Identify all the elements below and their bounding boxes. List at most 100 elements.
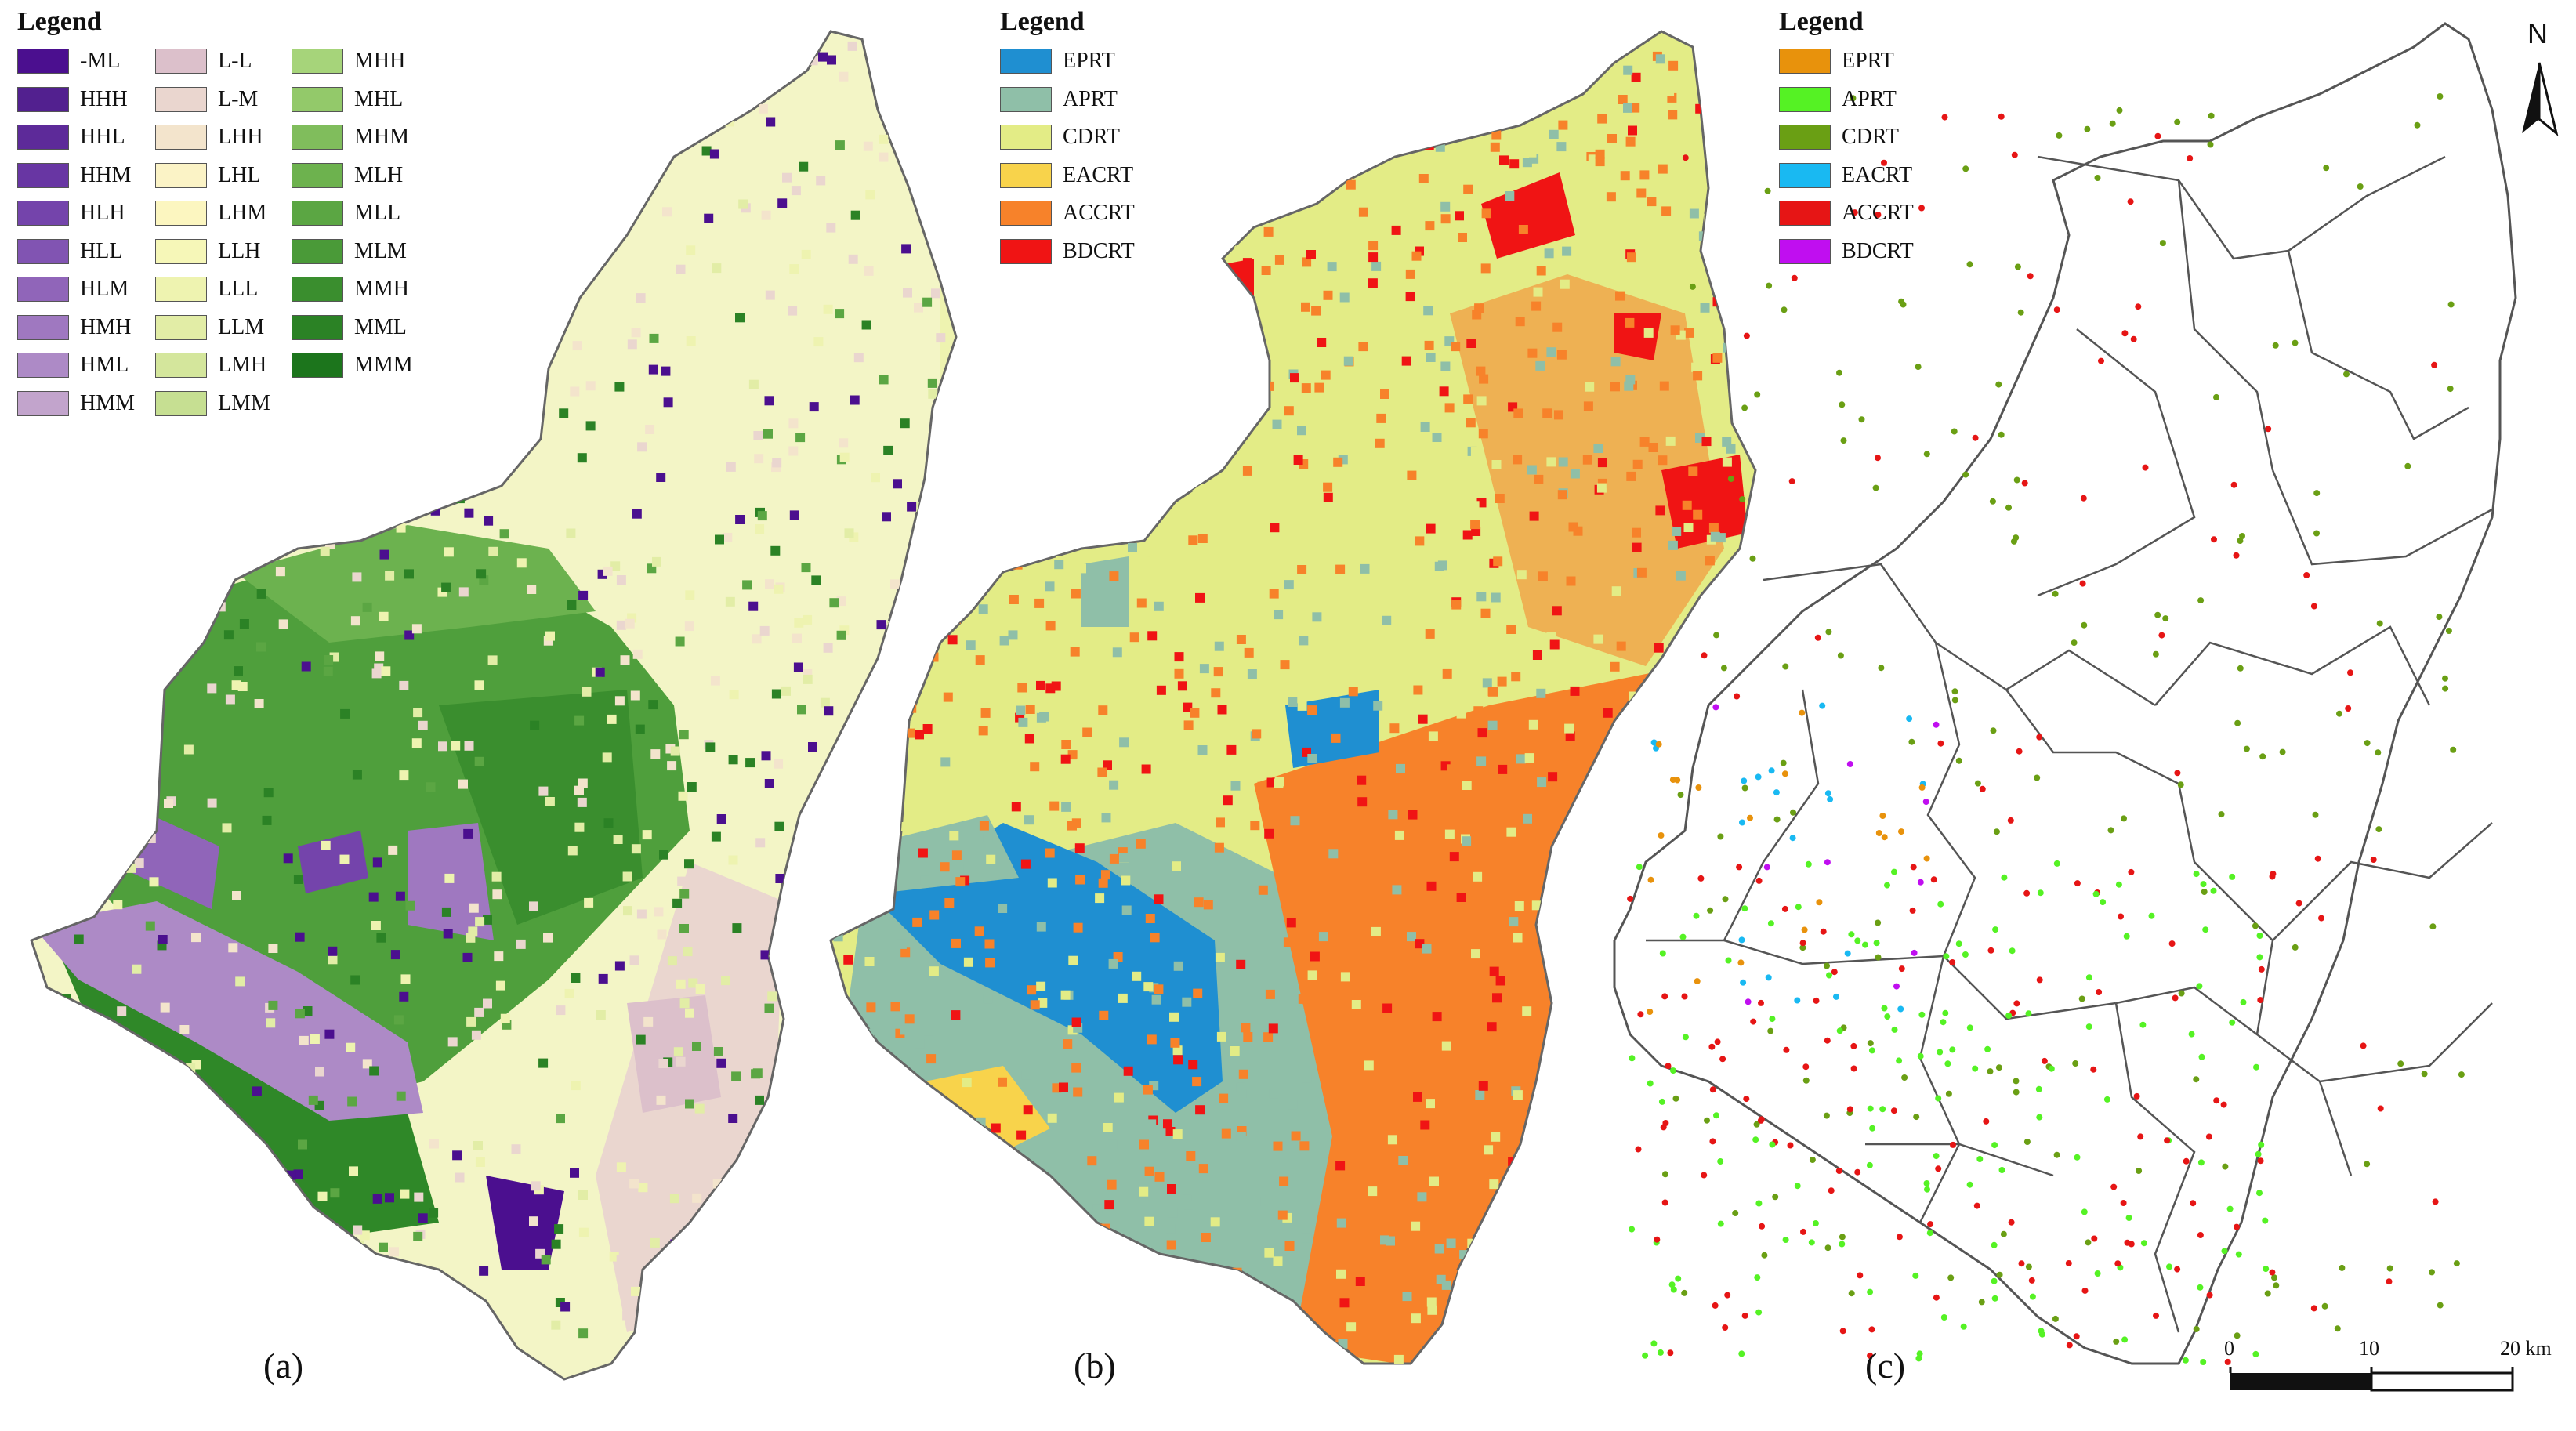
map-cell [636,909,647,919]
map-cell [1235,1335,1245,1345]
map-cell [764,1373,774,1379]
map-cell [1639,437,1650,447]
map-cell [1167,1184,1176,1194]
map-cell [871,1108,882,1118]
map-cell [2188,1031,2195,1038]
map-cell [1578,836,1588,846]
map-cell [1691,687,1701,697]
map-cell [220,1327,230,1337]
map-cell [1390,63,1400,74]
map-cell [2038,1331,2045,1338]
map-cell [2036,1114,2043,1121]
map-cell [2066,1342,2073,1349]
map-cell [1653,77,1663,87]
legend-swatch [1779,86,1831,112]
map-cell [531,1181,541,1191]
map-cell [1652,284,1662,293]
map-cell [678,791,688,801]
map-cell [2023,889,2031,897]
map-cell [853,353,864,363]
map-cell [578,778,588,788]
map-cell [154,1252,164,1263]
map-cell [1661,1199,1668,1206]
map-cell [2037,889,2044,897]
legend-label: EACRT [1842,162,1913,187]
map-cell [487,655,498,665]
map-cell [488,115,498,125]
map-cell [1172,475,1182,485]
map-cell [1121,905,1132,915]
map-cell [906,1142,916,1152]
map-cell [2178,990,2185,997]
map-cell [755,1349,765,1359]
map-cell [1473,1257,1484,1267]
map-cell [1426,881,1437,891]
map-cell [1063,1039,1073,1049]
map-cell [963,957,973,967]
map-cell [1174,668,1184,679]
map-cell [71,1321,81,1331]
map-cell [974,418,984,429]
map-cell [630,690,640,701]
map-cell [1993,828,2000,835]
map-cell [1630,103,1640,113]
map-cell [824,706,834,716]
map-cell [1351,826,1361,835]
map-cell [1516,754,1526,764]
map-cell [2078,995,2085,1002]
map-cell [1819,702,1826,709]
map-cell [1000,515,1010,524]
map-cell [1672,727,1683,737]
map-cell [769,1288,779,1299]
map-cell [1937,740,1944,747]
legend-item-lmh: LMH [155,350,266,381]
map-cell [1537,777,1547,788]
map-cell [1331,733,1341,743]
map-cell [480,33,491,43]
map-cell [1129,632,1139,643]
map-cell [890,1002,900,1012]
map-cell [1627,895,1634,902]
legend-item-mhl: MHL [292,84,403,115]
map-cell [1813,997,1820,1004]
map-cell [1173,961,1183,971]
map-cell [676,979,686,989]
map-cell [2136,1168,2143,1174]
map-cell [1568,1084,1578,1094]
map-cell [622,1310,632,1321]
map-cell [1092,304,1102,314]
map-cell [2116,107,2123,114]
map-cell [719,79,729,89]
map-cell [1071,589,1081,599]
map-cell [753,431,763,440]
map-cell [1850,1042,1857,1049]
map-cell [939,1192,949,1201]
map-cell [1420,1120,1430,1130]
map-cell [1705,556,1715,566]
map-cell [109,578,119,589]
map-cell [530,720,540,730]
map-c [1613,22,2517,1365]
map-cell [2414,121,2421,129]
map-cell [2334,1325,2341,1332]
map-cell [877,1172,887,1181]
map-cell [726,462,736,472]
map-cell [918,1337,929,1347]
map-cell [670,746,680,756]
map-cell [833,1237,843,1247]
map-cell [1839,1234,1846,1241]
map-cell [325,1248,335,1259]
map-cell [1408,826,1418,836]
map-cell [1540,916,1549,926]
map-cell [2107,827,2114,834]
map-cell [1670,1286,1677,1293]
map-cell [488,546,498,556]
map-cell [789,264,799,274]
map-cell [869,853,879,863]
map-cell [1283,937,1293,947]
map-cell [837,1168,847,1179]
map-cell [1951,428,1958,435]
map-cell [1058,522,1068,532]
map-cell [915,1235,925,1245]
map-cell [233,1192,243,1202]
